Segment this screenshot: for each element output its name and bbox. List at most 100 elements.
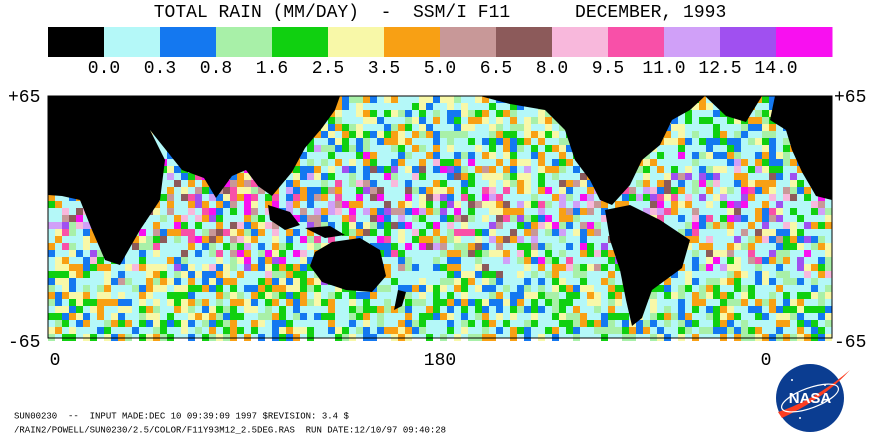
rain-cell xyxy=(566,187,573,194)
rain-cell xyxy=(762,166,769,173)
rain-cell xyxy=(97,285,104,292)
rain-cell xyxy=(412,166,419,173)
rain-cell xyxy=(825,292,832,299)
rain-cell xyxy=(468,159,475,166)
rain-cell xyxy=(727,117,734,124)
rain-cell xyxy=(447,306,454,313)
rain-cell xyxy=(97,257,104,264)
rain-cell xyxy=(335,145,342,152)
rain-cell xyxy=(524,131,531,138)
rain-cell xyxy=(475,250,482,257)
rain-cell xyxy=(594,306,601,313)
rain-cell xyxy=(202,271,209,278)
rain-cell xyxy=(307,243,314,250)
rain-cell xyxy=(531,243,538,250)
rain-cell xyxy=(363,306,370,313)
rain-cell xyxy=(83,313,90,320)
rain-cell xyxy=(594,299,601,306)
rain-cell xyxy=(720,215,727,222)
rain-cell xyxy=(804,264,811,271)
rain-cell xyxy=(664,138,671,145)
color-swatch xyxy=(160,27,217,57)
rain-cell xyxy=(776,201,783,208)
rain-cell xyxy=(475,264,482,271)
rain-cell xyxy=(818,327,825,334)
rain-cell xyxy=(356,194,363,201)
rain-cell xyxy=(601,243,608,250)
rain-cell xyxy=(433,299,440,306)
rain-cell xyxy=(580,285,587,292)
rain-cell xyxy=(489,299,496,306)
rain-cell xyxy=(587,285,594,292)
rain-cell xyxy=(790,306,797,313)
rain-cell xyxy=(755,229,762,236)
rain-cell xyxy=(377,208,384,215)
rain-cell xyxy=(790,194,797,201)
rain-cell xyxy=(69,215,76,222)
rain-cell xyxy=(419,103,426,110)
rain-cell xyxy=(300,278,307,285)
rain-cell xyxy=(321,131,328,138)
rain-cell xyxy=(62,264,69,271)
rain-cell xyxy=(489,145,496,152)
rain-cell xyxy=(713,313,720,320)
rain-cell xyxy=(524,180,531,187)
rain-cell xyxy=(573,320,580,327)
rain-cell xyxy=(517,222,524,229)
rain-cell xyxy=(531,229,538,236)
rain-cell xyxy=(503,299,510,306)
rain-cell xyxy=(461,103,468,110)
rain-cell xyxy=(748,180,755,187)
rain-cell xyxy=(762,278,769,285)
rain-cell xyxy=(258,278,265,285)
rain-cell xyxy=(762,131,769,138)
rain-cell xyxy=(48,299,55,306)
rain-cell xyxy=(727,320,734,327)
rain-cell xyxy=(335,117,342,124)
rain-cell xyxy=(419,201,426,208)
rain-cell xyxy=(531,250,538,257)
rain-cell xyxy=(657,285,664,292)
rain-cell xyxy=(699,166,706,173)
rain-cell xyxy=(349,222,356,229)
rain-cell xyxy=(307,194,314,201)
continent xyxy=(130,96,340,198)
rain-cell xyxy=(482,271,489,278)
rain-cell xyxy=(510,313,517,320)
rain-cell xyxy=(825,222,832,229)
rain-cell xyxy=(209,285,216,292)
rain-cell xyxy=(531,215,538,222)
rain-cell xyxy=(622,187,629,194)
rain-cell xyxy=(125,320,132,327)
rain-cell xyxy=(643,194,650,201)
rain-cell xyxy=(279,264,286,271)
rain-cell xyxy=(517,299,524,306)
rain-cell xyxy=(769,187,776,194)
rain-cell xyxy=(622,320,629,327)
rain-cell xyxy=(720,327,727,334)
rain-cell xyxy=(517,124,524,131)
rain-cell xyxy=(377,285,384,292)
rain-cell xyxy=(76,250,83,257)
rain-cell xyxy=(356,313,363,320)
rain-cell xyxy=(146,236,153,243)
rain-cell xyxy=(531,299,538,306)
rain-cell xyxy=(426,152,433,159)
rain-cell xyxy=(475,201,482,208)
rain-cell xyxy=(706,278,713,285)
lat-label: +65 xyxy=(8,88,40,108)
rain-cell xyxy=(489,173,496,180)
rain-cell xyxy=(195,327,202,334)
rain-cell xyxy=(447,215,454,222)
rain-cell xyxy=(748,257,755,264)
rain-cell xyxy=(433,257,440,264)
rain-cell xyxy=(412,173,419,180)
rain-cell xyxy=(223,313,230,320)
rain-cell xyxy=(573,313,580,320)
rain-cell xyxy=(790,299,797,306)
rain-cell xyxy=(741,194,748,201)
rain-cell xyxy=(510,215,517,222)
rain-cell xyxy=(62,257,69,264)
rain-cell xyxy=(461,110,468,117)
rain-cell xyxy=(48,243,55,250)
